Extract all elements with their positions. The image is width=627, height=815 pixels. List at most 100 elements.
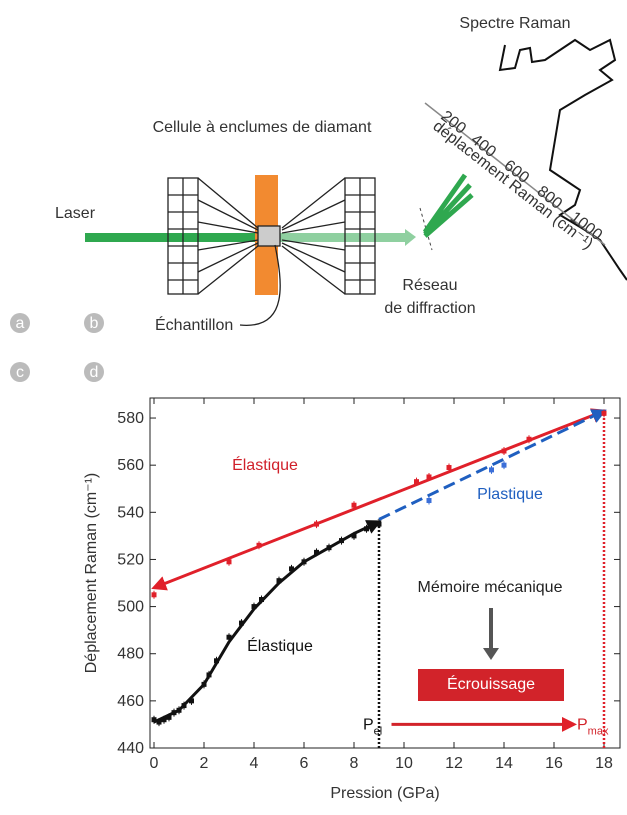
x-tick-label: 14: [495, 755, 513, 772]
laser-beam: [85, 233, 405, 242]
y-tick-label: 540: [117, 504, 144, 521]
point: [276, 578, 282, 584]
pressure-label: Pmax: [577, 716, 609, 737]
x-tick-label: 10: [395, 755, 413, 772]
point: [206, 672, 212, 678]
laser-label: Laser: [55, 205, 96, 222]
point: [256, 542, 262, 548]
raman-axis-label: déplacement Raman (cm⁻¹): [430, 118, 596, 253]
annotation: Écrouissage: [447, 674, 535, 693]
spectrum-title: Spectre Raman: [459, 15, 570, 32]
y-tick-label: 500: [117, 599, 144, 616]
point: [226, 634, 232, 640]
y-axis-label: Déplacement Raman (cm⁻¹): [83, 473, 100, 674]
point: [176, 707, 182, 713]
cell-label: Cellule à enclumes de diamant: [153, 119, 372, 136]
beam-arrow: [405, 229, 416, 246]
fit-line: [153, 520, 382, 724]
point: [489, 467, 494, 473]
point: [289, 566, 294, 572]
point: [351, 533, 357, 539]
grating-label: de diffraction: [384, 300, 475, 317]
pressure-main: P: [577, 716, 588, 733]
x-tick-label: 2: [200, 755, 209, 772]
point: [376, 521, 382, 527]
raman-axis: [424, 102, 606, 246]
point: [426, 474, 432, 480]
point: [201, 681, 207, 687]
point: [414, 479, 419, 485]
diffracted-beams: [422, 173, 474, 238]
y-tick-label: 580: [117, 410, 144, 427]
pressure-sub: el: [374, 725, 383, 737]
point: [501, 462, 507, 468]
annotation: Plastique: [477, 486, 543, 503]
point: [214, 658, 219, 664]
point: [189, 698, 194, 704]
panel-badge: [84, 313, 104, 333]
annotation: Mémoire mécanique: [418, 579, 563, 596]
pressure-label: Pel: [363, 716, 382, 737]
x-tick-label: 0: [150, 755, 159, 772]
point: [171, 710, 177, 716]
plot-frame: [149, 397, 621, 749]
panel-letter: b: [90, 315, 99, 332]
annotation: Élastique: [232, 455, 298, 474]
anvils: [167, 177, 376, 326]
x-tick-label: 16: [545, 755, 563, 772]
x-tick-label: 6: [300, 755, 309, 772]
point: [259, 597, 264, 603]
point: [314, 521, 319, 527]
grating-label: Réseau: [402, 277, 457, 294]
annotation: Élastique: [247, 636, 313, 655]
y-tick-label: 520: [117, 551, 144, 568]
point: [314, 549, 319, 555]
diagram: Spectre Raman Cellule à enclumes de diam…: [10, 15, 627, 382]
x-tick-label: 12: [445, 755, 463, 772]
x-tick-label: 4: [250, 755, 259, 772]
point: [166, 714, 172, 720]
pressure-main: P: [363, 716, 374, 733]
point: [181, 703, 187, 709]
point: [351, 502, 357, 508]
sample-label: Échantillon: [155, 315, 233, 334]
x-tick-label: 8: [350, 755, 359, 772]
panel-letter: c: [16, 364, 24, 381]
x-axis-label: Pression (GPa): [330, 785, 439, 802]
point: [151, 717, 157, 723]
y-tick-label: 560: [117, 457, 144, 474]
point: [226, 559, 232, 565]
memory-arrow-head: [483, 648, 499, 660]
hardening-box: [418, 669, 564, 701]
point: [156, 719, 162, 725]
point: [326, 545, 332, 551]
point: [526, 436, 532, 442]
y-tick-label: 440: [117, 740, 144, 757]
y-tick-label: 480: [117, 646, 144, 663]
chart: 0 2 4 6 8 10 12 14 16 18 440 460 480 500 520 540 560 580 P…: [83, 397, 621, 802]
fit-line: [378, 409, 607, 521]
panel-letter: a: [16, 315, 25, 332]
point: [161, 717, 167, 723]
point: [446, 465, 452, 471]
spectrum: [498, 38, 627, 281]
y-tick-label: 460: [117, 693, 144, 710]
point: [251, 604, 257, 610]
panel-letter: d: [90, 364, 99, 381]
point: [426, 498, 432, 504]
pressure-sub: max: [588, 725, 609, 737]
panel-badge: [84, 362, 104, 382]
x-tick-label: 18: [595, 755, 613, 772]
point: [364, 526, 369, 532]
panel-badge: [10, 313, 30, 333]
point: [501, 448, 507, 454]
laser-beam-out: [280, 233, 405, 242]
point: [301, 559, 307, 565]
grating: [419, 207, 433, 251]
panel-badge: [10, 362, 30, 382]
point: [151, 592, 157, 598]
point: [239, 620, 244, 626]
point: [601, 410, 607, 416]
point: [339, 538, 344, 544]
